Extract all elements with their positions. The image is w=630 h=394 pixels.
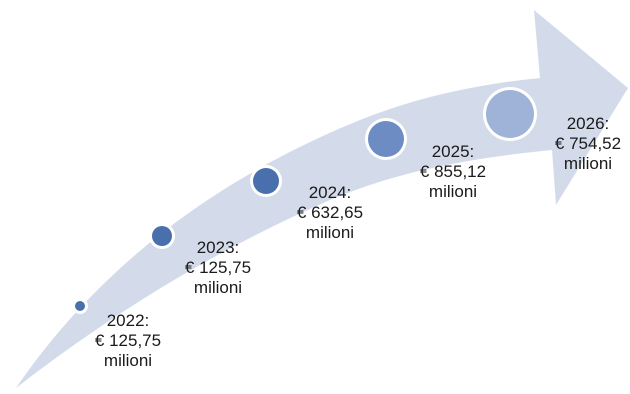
milestone-unit: milioni — [170, 278, 266, 298]
milestone-label-2023: 2023: € 125,75 milioni — [170, 238, 266, 298]
milestone-dot-2026 — [483, 87, 537, 141]
milestone-year: 2022: — [80, 311, 176, 331]
milestone-unit: milioni — [540, 154, 630, 174]
milestone-amount: € 855,12 — [405, 162, 501, 182]
milestone-year: 2024: — [282, 183, 378, 203]
milestone-amount: € 754,52 — [540, 134, 630, 154]
milestone-label-2025: 2025: € 855,12 milioni — [405, 142, 501, 202]
milestone-unit: milioni — [282, 223, 378, 243]
milestone-label-2026: 2026: € 754,52 milioni — [540, 114, 630, 174]
milestone-year: 2023: — [170, 238, 266, 258]
milestone-label-2022: 2022: € 125,75 milioni — [80, 311, 176, 371]
milestone-amount: € 632,65 — [282, 203, 378, 223]
milestone-unit: milioni — [80, 351, 176, 371]
milestone-amount: € 125,75 — [170, 258, 266, 278]
milestone-label-2024: 2024: € 632,65 milioni — [282, 183, 378, 243]
milestone-year: 2026: — [540, 114, 630, 134]
milestone-unit: milioni — [405, 182, 501, 202]
milestone-dot-2025 — [365, 118, 407, 160]
milestone-amount: € 125,75 — [80, 331, 176, 351]
milestone-dot-2024 — [250, 165, 282, 197]
milestone-year: 2025: — [405, 142, 501, 162]
